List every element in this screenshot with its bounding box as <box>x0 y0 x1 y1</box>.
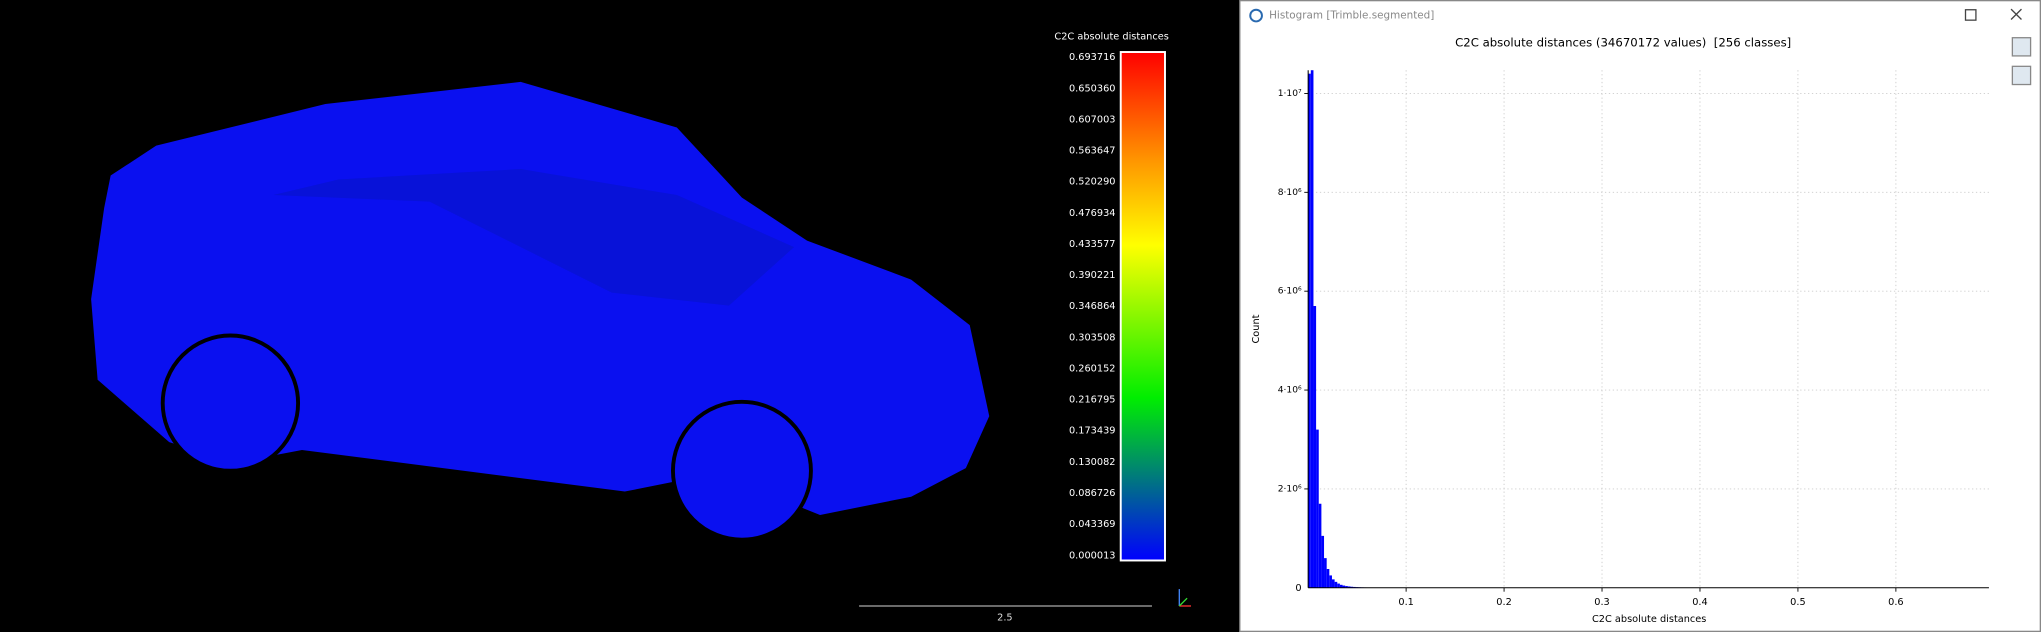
color-scale-label: 0.130082 <box>1069 457 1116 468</box>
x-tick-label: 0.3 <box>1594 597 1610 608</box>
close-button[interactable] <box>2010 8 2022 20</box>
axis-gizmo-y <box>1178 597 1188 607</box>
color-scale-label: 0.693716 <box>1069 52 1116 63</box>
color-scale-label: 0.043369 <box>1069 519 1116 530</box>
export-csv-button[interactable] <box>2011 37 2032 57</box>
car-windows <box>273 169 795 306</box>
y-tick-label: 8·10⁶ <box>1278 188 1302 198</box>
color-scale-label: 0.260152 <box>1069 364 1116 375</box>
color-scale-label: 0.216795 <box>1069 395 1116 406</box>
color-scale-label: 0.650360 <box>1069 83 1116 94</box>
x-tick-label: 0.2 <box>1496 597 1512 608</box>
color-scale-label: 0.303508 <box>1069 332 1116 343</box>
histogram-bar <box>1342 585 1346 588</box>
histogram-bar <box>1313 306 1317 588</box>
app-icon <box>1249 8 1263 23</box>
color-scale-label: 0.390221 <box>1069 270 1116 281</box>
y-tick-label: 2·10⁶ <box>1278 484 1302 494</box>
color-scale-label: 0.086726 <box>1069 488 1116 499</box>
chart-title: C2C absolute distances (34670172 values)… <box>1455 35 1791 49</box>
export-image-button[interactable] <box>2011 65 2032 86</box>
rear-wheel <box>160 333 301 473</box>
color-scale-label: 0.433577 <box>1069 239 1116 250</box>
color-scale-title: C2C absolute distances <box>1054 31 1168 42</box>
color-scale-bar <box>1119 51 1166 562</box>
histogram-bar <box>1339 584 1343 588</box>
histogram-bar <box>1326 569 1330 588</box>
x-tick-label: 0.1 <box>1398 597 1414 608</box>
histogram-bar <box>1308 73 1311 588</box>
window-frame <box>1239 0 2041 632</box>
histogram-bar <box>1316 429 1319 588</box>
histogram-bar <box>1345 586 1348 588</box>
histogram-bar <box>1347 586 1351 588</box>
y-tick-label: 6·10⁶ <box>1278 287 1302 297</box>
histogram-bar <box>1334 581 1338 588</box>
color-scale-label: 0.476934 <box>1069 208 1116 219</box>
y-origin-label: 0 <box>1295 583 1301 594</box>
color-scale-label: 0.520290 <box>1069 177 1116 188</box>
window-title: Histogram [Trimble.segmented] <box>1269 10 1434 22</box>
maximize-button[interactable] <box>1964 9 1977 21</box>
color-scale-label: 0.607003 <box>1069 114 1116 125</box>
histogram-bar <box>1331 579 1335 588</box>
color-scale-label: 0.346864 <box>1069 301 1116 312</box>
histogram-bar <box>1329 575 1332 588</box>
scale-bar-label: 2.5 <box>997 613 1013 624</box>
histogram-bar <box>1337 583 1340 588</box>
histogram-bar <box>1324 558 1327 588</box>
color-scale-label: 0.173439 <box>1069 426 1116 437</box>
y-axis-label: Count <box>1251 314 1262 343</box>
x-tick-label: 0.4 <box>1692 597 1708 608</box>
histogram-bar <box>1321 535 1325 588</box>
histogram-bar <box>1318 503 1322 588</box>
y-tick-label: 4·10⁶ <box>1278 386 1302 396</box>
histogram-bar <box>1310 70 1314 588</box>
x-axis-label: C2C absolute distances <box>1592 614 1706 625</box>
front-wheel <box>671 399 813 542</box>
color-scale-label: 0.000013 <box>1069 550 1116 561</box>
x-tick-label: 0.6 <box>1888 597 1904 608</box>
x-tick-label: 0.5 <box>1790 597 1806 608</box>
histogram-window: Histogram [Trimble.segmented] C2C absolu… <box>1239 0 2041 632</box>
y-tick-label: 1·10⁷ <box>1278 89 1302 99</box>
viewer-3d[interactable]: C2C absolute distances 0.693716 0.650360 0… <box>0 0 1205 632</box>
color-scale-label: 0.563647 <box>1069 146 1116 157</box>
